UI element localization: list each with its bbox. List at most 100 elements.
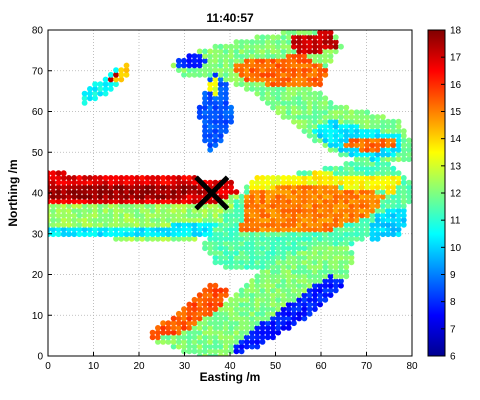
data-point [92, 184, 98, 191]
data-point [317, 179, 323, 186]
data-point [291, 250, 297, 256]
data-point [212, 43, 219, 50]
data-point [406, 146, 412, 153]
data-point [202, 226, 208, 233]
data-point [202, 348, 208, 355]
data-point [212, 123, 219, 130]
data-point [395, 198, 402, 205]
data-point [312, 240, 318, 247]
data-point [338, 175, 344, 181]
data-point [71, 193, 78, 200]
data-point [76, 231, 83, 238]
data-point [165, 325, 172, 331]
data-point [338, 282, 344, 289]
data-point [296, 81, 303, 88]
data-point [228, 221, 235, 228]
data-point [238, 217, 245, 224]
data-point [359, 189, 365, 195]
data-point [243, 226, 250, 233]
data-point [353, 184, 360, 191]
data-point [275, 231, 282, 238]
data-point [212, 90, 219, 97]
data-point [254, 81, 261, 88]
data-point [322, 193, 329, 200]
data-point [312, 250, 318, 256]
data-point [270, 175, 276, 181]
data-point [254, 90, 261, 97]
data-point [181, 334, 187, 341]
data-point [102, 193, 109, 200]
data-point [149, 207, 156, 214]
data-point [217, 207, 224, 214]
data-point [322, 53, 329, 59]
data-point [48, 226, 51, 233]
data-point [364, 161, 371, 167]
data-point [48, 212, 51, 219]
data-point [217, 71, 224, 78]
data-point [296, 221, 303, 228]
data-point [128, 226, 135, 233]
data-point [196, 292, 203, 298]
data-point [338, 273, 344, 280]
data-point [317, 189, 323, 195]
data-point [97, 81, 104, 88]
data-point [202, 245, 208, 252]
data-point [327, 254, 334, 261]
data-point [243, 296, 250, 303]
data-point [343, 264, 350, 270]
data-point [181, 203, 187, 209]
data-point [390, 189, 397, 195]
data-point [359, 193, 365, 200]
data-point [270, 207, 276, 214]
data-point [181, 71, 187, 78]
data-point [55, 231, 62, 238]
data-point [217, 43, 224, 50]
data-point [369, 184, 376, 191]
y-tick-label: 60 [32, 107, 44, 118]
data-point [249, 221, 256, 228]
data-point [270, 184, 276, 191]
data-point [207, 348, 214, 355]
data-point [406, 184, 412, 191]
data-point [149, 334, 156, 341]
data-point [207, 245, 214, 252]
data-point [322, 39, 329, 45]
data-point [181, 212, 187, 219]
data-point [134, 203, 140, 209]
data-point [322, 67, 329, 73]
data-point [264, 231, 271, 238]
data-point [228, 231, 235, 238]
data-point [285, 301, 292, 308]
data-point [291, 320, 297, 327]
data-point [238, 343, 245, 350]
data-point [312, 203, 318, 209]
data-point [264, 43, 271, 50]
data-point [291, 104, 297, 111]
data-point [228, 118, 235, 125]
data-point [338, 235, 344, 242]
data-point [338, 104, 344, 111]
data-point [385, 137, 391, 144]
data-point [165, 193, 172, 200]
data-point [113, 221, 119, 228]
data-point [50, 221, 57, 228]
data-point [186, 320, 193, 327]
x-tick-label: 70 [361, 361, 373, 372]
data-point [322, 34, 329, 41]
data-point [280, 306, 287, 312]
data-point [264, 278, 271, 284]
data-point [395, 212, 402, 219]
data-point [238, 348, 245, 355]
data-point [343, 254, 350, 261]
data-point [102, 203, 109, 209]
data-point [217, 109, 224, 116]
data-point [254, 334, 261, 341]
data-point [259, 53, 266, 59]
data-point [228, 71, 235, 78]
data-point [301, 95, 308, 102]
data-point [317, 268, 323, 275]
data-point [348, 142, 355, 149]
data-point [228, 43, 235, 50]
data-point [170, 212, 177, 219]
data-point [223, 217, 229, 224]
